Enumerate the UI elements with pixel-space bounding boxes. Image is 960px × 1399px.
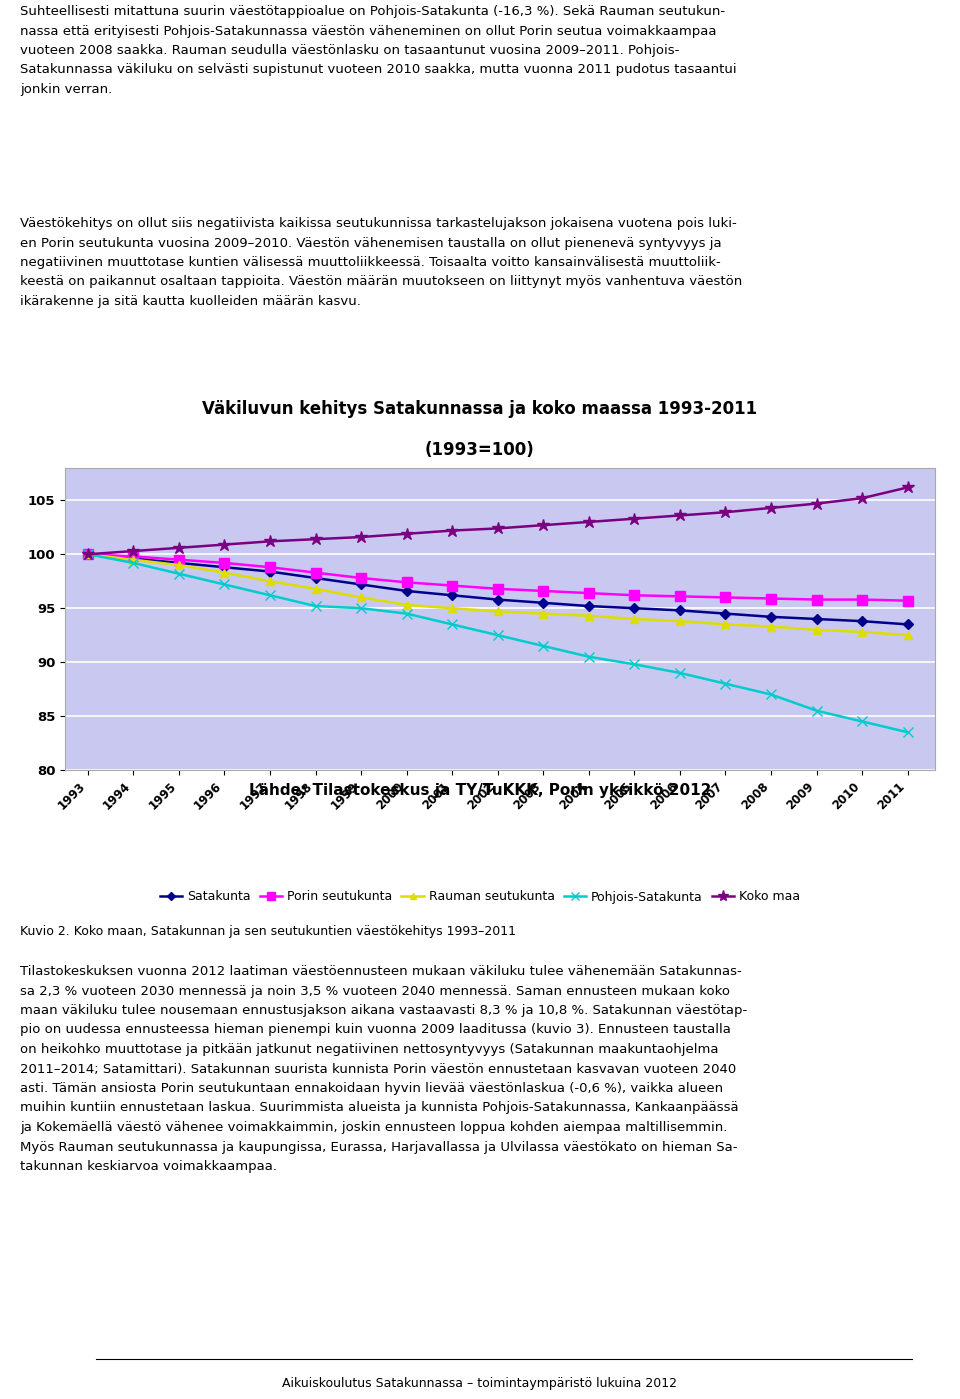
Text: Väkiluvun kehitys Satakunnassa ja koko maassa 1993-2011: Väkiluvun kehitys Satakunnassa ja koko m… — [203, 400, 757, 418]
Text: (1993=100): (1993=100) — [425, 441, 535, 459]
Text: Väestökehitys on ollut siis negatiivista kaikissa seutukunnissa tarkastelujakson: Väestökehitys on ollut siis negatiivista… — [20, 217, 742, 308]
Text: Tilastokeskuksen vuonna 2012 laatiman väestöennusteen mukaan väkiluku tulee vähe: Tilastokeskuksen vuonna 2012 laatiman vä… — [20, 965, 747, 1172]
Text: Suhteellisesti mitattuna suurin väestötappioalue on Pohjois-Satakunta (-16,3 %).: Suhteellisesti mitattuna suurin väestöta… — [20, 6, 736, 97]
Text: Lähde: Tilastokeskus ja TY/TuKKK, Porin yksikkö 2012: Lähde: Tilastokeskus ja TY/TuKKK, Porin … — [249, 783, 711, 799]
Legend: Satakunta, Porin seutukunta, Rauman seutukunta, Pohjois-Satakunta, Koko maa: Satakunta, Porin seutukunta, Rauman seut… — [155, 886, 805, 908]
Text: Aikuiskoulutus Satakunnassa – toimintaympäristö lukuina 2012: Aikuiskoulutus Satakunnassa – toimintaym… — [282, 1377, 678, 1391]
Text: Kuvio 2. Koko maan, Satakunnan ja sen seutukuntien väestökehitys 1993–2011: Kuvio 2. Koko maan, Satakunnan ja sen se… — [20, 926, 516, 939]
